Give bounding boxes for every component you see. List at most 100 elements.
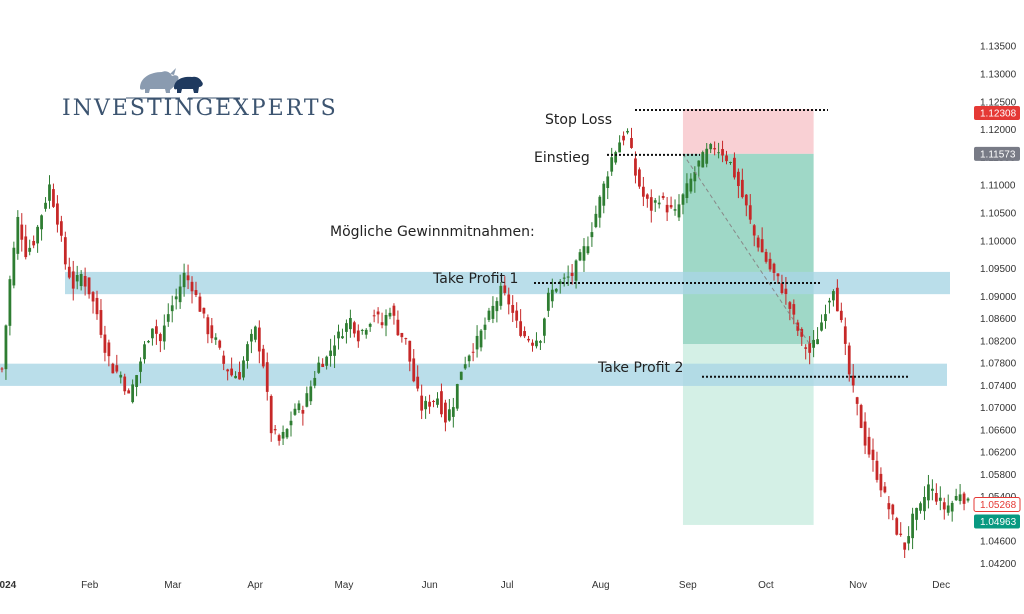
candle-body: [487, 310, 491, 320]
candle-body: [713, 148, 717, 150]
candle-body: [950, 502, 954, 512]
candle: [444, 399, 447, 432]
candle-body: [459, 371, 463, 380]
x-tick-label: Mar: [164, 580, 182, 591]
candle-body: [816, 339, 819, 345]
candle: [451, 397, 455, 428]
candle: [610, 147, 614, 176]
candle-body: [24, 236, 28, 258]
candle-body: [828, 300, 831, 303]
candle-body: [475, 335, 479, 350]
candle: [475, 325, 479, 358]
candle-body: [107, 342, 111, 357]
candle: [186, 264, 190, 290]
candle-body: [257, 327, 261, 352]
candle-body: [883, 486, 887, 493]
candle: [946, 494, 950, 516]
candle: [737, 168, 740, 199]
candle-body: [289, 420, 293, 426]
svg-text:1.05268: 1.05268: [980, 500, 1017, 511]
candle-body: [895, 518, 899, 535]
candle: [273, 424, 277, 435]
candle: [75, 265, 79, 290]
candle-body: [103, 334, 107, 353]
candle-body: [867, 436, 871, 455]
candle-body: [99, 310, 103, 335]
y-tick-label: 1.07400: [980, 381, 1017, 392]
candle: [52, 183, 55, 208]
candle: [313, 370, 317, 389]
candle-body: [665, 204, 669, 213]
candle: [942, 497, 946, 520]
candle-body: [63, 237, 67, 265]
candle-body: [313, 377, 317, 386]
candle-body: [178, 286, 182, 303]
take-profit-2-band: [0, 363, 947, 386]
candle-body: [75, 275, 79, 282]
candle-body: [606, 176, 610, 189]
candle-body: [48, 184, 51, 201]
candle-body: [824, 314, 827, 322]
candle-body: [214, 337, 218, 340]
candle-body: [594, 213, 598, 227]
candle-body: [887, 503, 891, 510]
candle: [638, 167, 641, 189]
candle-body: [962, 493, 966, 504]
candle: [428, 394, 431, 414]
candle: [515, 302, 519, 328]
candle: [843, 317, 847, 356]
candle-body: [931, 488, 934, 491]
candle: [665, 197, 669, 222]
candle: [958, 484, 962, 505]
candle-body: [345, 323, 348, 332]
candle: [479, 328, 483, 352]
candle: [352, 320, 356, 338]
candle-body: [364, 329, 368, 335]
candle: [887, 495, 891, 520]
candle-body: [261, 348, 265, 367]
green-price-tag: 1.04963: [974, 514, 1020, 529]
last-price-tag: 1.05268: [973, 496, 1021, 512]
candle: [630, 127, 633, 149]
y-tick-label: 1.04200: [980, 559, 1017, 570]
candle-body: [277, 435, 281, 441]
candle-body: [927, 484, 930, 501]
candle: [71, 260, 75, 301]
candle-body: [424, 400, 427, 410]
candle: [934, 483, 938, 505]
candle: [59, 215, 63, 242]
candle-body: [693, 171, 697, 182]
candle: [253, 325, 257, 343]
candle-body: [614, 152, 618, 163]
candle: [740, 168, 744, 199]
candle-body: [503, 285, 507, 293]
y-tick-label: 1.12500: [980, 97, 1017, 108]
candle: [56, 195, 59, 233]
candle-body: [863, 421, 867, 446]
candle: [950, 500, 954, 522]
candle: [190, 276, 194, 304]
candle: [685, 173, 689, 204]
candle: [748, 194, 752, 224]
candle: [455, 383, 459, 411]
candle-body: [748, 205, 752, 220]
candle-body: [764, 251, 768, 262]
candle-body: [467, 355, 471, 362]
candle: [198, 292, 202, 312]
candle: [356, 324, 360, 348]
entry-price-tag: 1.11573: [974, 146, 1020, 161]
profit-zone: [682, 153, 814, 345]
candle-body: [915, 507, 918, 520]
candle: [305, 386, 309, 408]
candle-body: [151, 328, 154, 339]
candle: [63, 231, 67, 270]
candle: [511, 295, 515, 323]
candle: [669, 196, 673, 210]
candle-body: [808, 343, 812, 353]
candle: [697, 160, 701, 177]
candle: [891, 503, 895, 521]
candle-body: [218, 340, 222, 348]
candle-body: [420, 395, 424, 411]
candle-body: [954, 495, 958, 501]
candle: [752, 224, 756, 247]
